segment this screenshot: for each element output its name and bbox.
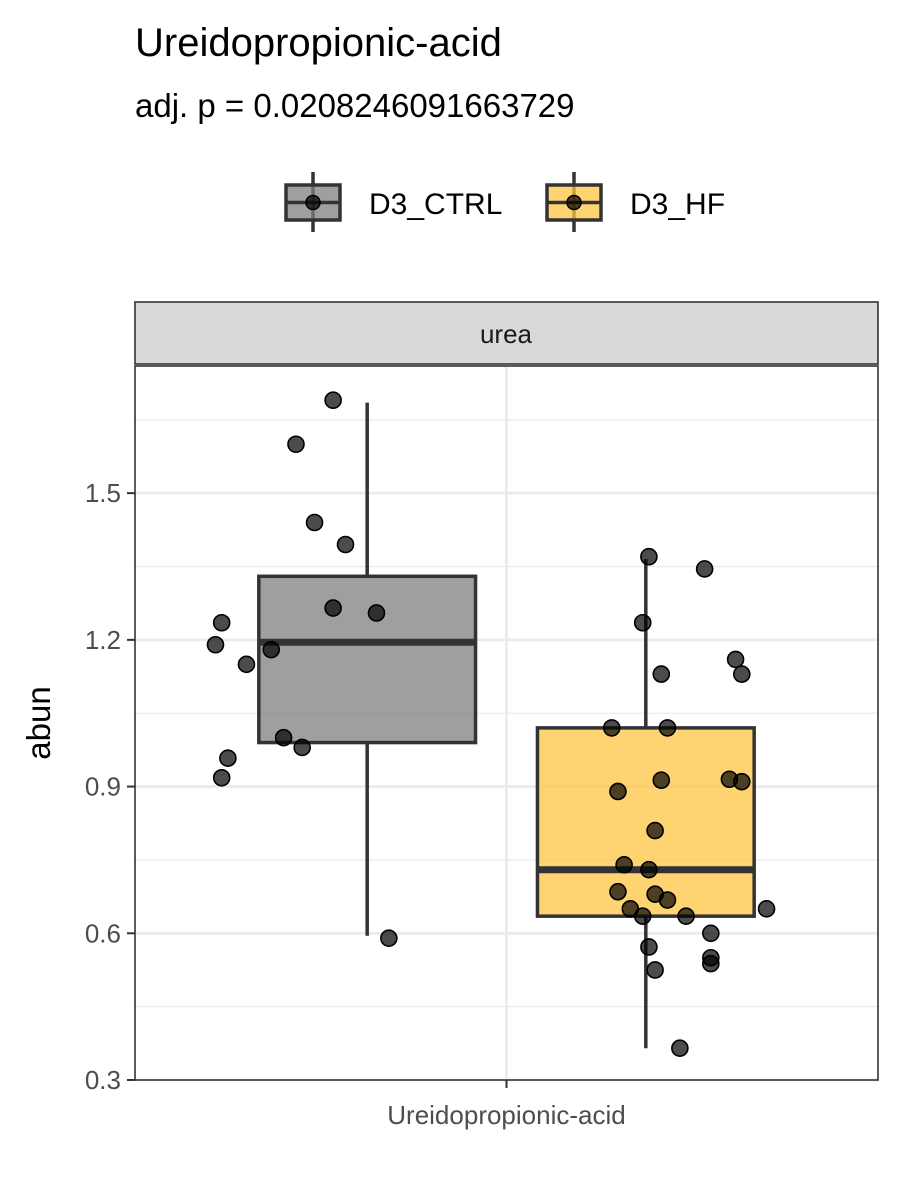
y-axis: 0.3 0.6 0.9 1.2 1.5 (85, 478, 135, 1095)
legend: D3_CTRL D3_HF (284, 172, 725, 232)
y-tick-label: 0.3 (85, 1065, 121, 1095)
data-point (293, 738, 311, 757)
y-tick-label: 0.6 (85, 918, 121, 948)
data-point (677, 907, 695, 925)
data-point (640, 547, 658, 566)
data-point (652, 771, 671, 790)
data-point (646, 821, 664, 840)
data-points (206, 391, 776, 1058)
data-point (658, 891, 677, 909)
box-D3_CTRL (257, 402, 478, 936)
y-axis-label: abun (20, 686, 57, 759)
data-point (640, 860, 658, 879)
y-tick-label: 0.9 (85, 772, 121, 802)
legend-item-D3_CTRL: D3_CTRL (284, 172, 502, 232)
data-point (702, 954, 720, 973)
data-point (646, 961, 664, 979)
legend-key-point (566, 194, 582, 211)
data-point (640, 938, 658, 956)
data-point (732, 772, 751, 791)
legend-key-point (305, 194, 321, 211)
data-point (324, 599, 342, 617)
data-point (305, 513, 324, 532)
plot-panel (134, 365, 879, 1082)
data-point (602, 719, 621, 737)
data-point (274, 728, 293, 747)
data-point (324, 391, 342, 410)
data-point (658, 719, 677, 737)
data-point (212, 613, 231, 632)
data-point (633, 613, 652, 632)
data-point (367, 604, 386, 622)
data-point (609, 882, 627, 901)
data-point (615, 856, 633, 874)
facet-label: urea (480, 319, 533, 349)
legend-item-D3_HF: D3_HF (545, 172, 725, 232)
data-point (262, 640, 281, 659)
data-point (287, 435, 305, 454)
box-body (535, 726, 756, 918)
facet-strip: urea (134, 301, 879, 365)
x-axis: Ureidopropionic-acid (387, 1080, 626, 1130)
legend-label: D3_CTRL (369, 188, 502, 221)
chart-subtitle: adj. p = 0.0208246091663729 (135, 87, 575, 124)
data-point (695, 560, 714, 578)
data-point (702, 924, 720, 943)
chart-title: Ureidopropionic-acid (135, 21, 502, 65)
box-D3_HF (535, 559, 756, 1049)
box-body (257, 574, 478, 745)
data-point (336, 535, 355, 554)
data-point (212, 768, 231, 787)
data-point (757, 900, 776, 918)
legend-label: D3_HF (630, 188, 725, 221)
data-point (609, 782, 627, 801)
data-point (219, 749, 237, 768)
data-point (380, 929, 398, 947)
data-point (237, 655, 256, 674)
boxes (257, 402, 756, 1049)
data-point (726, 650, 745, 669)
data-point (633, 907, 652, 925)
data-point (671, 1039, 689, 1058)
x-tick-label: Ureidopropionic-acid (387, 1100, 625, 1130)
data-point (206, 635, 225, 654)
y-tick-label: 1.2 (85, 625, 121, 655)
y-tick-label: 1.5 (85, 478, 121, 508)
data-point (652, 665, 671, 683)
data-point (732, 665, 751, 683)
